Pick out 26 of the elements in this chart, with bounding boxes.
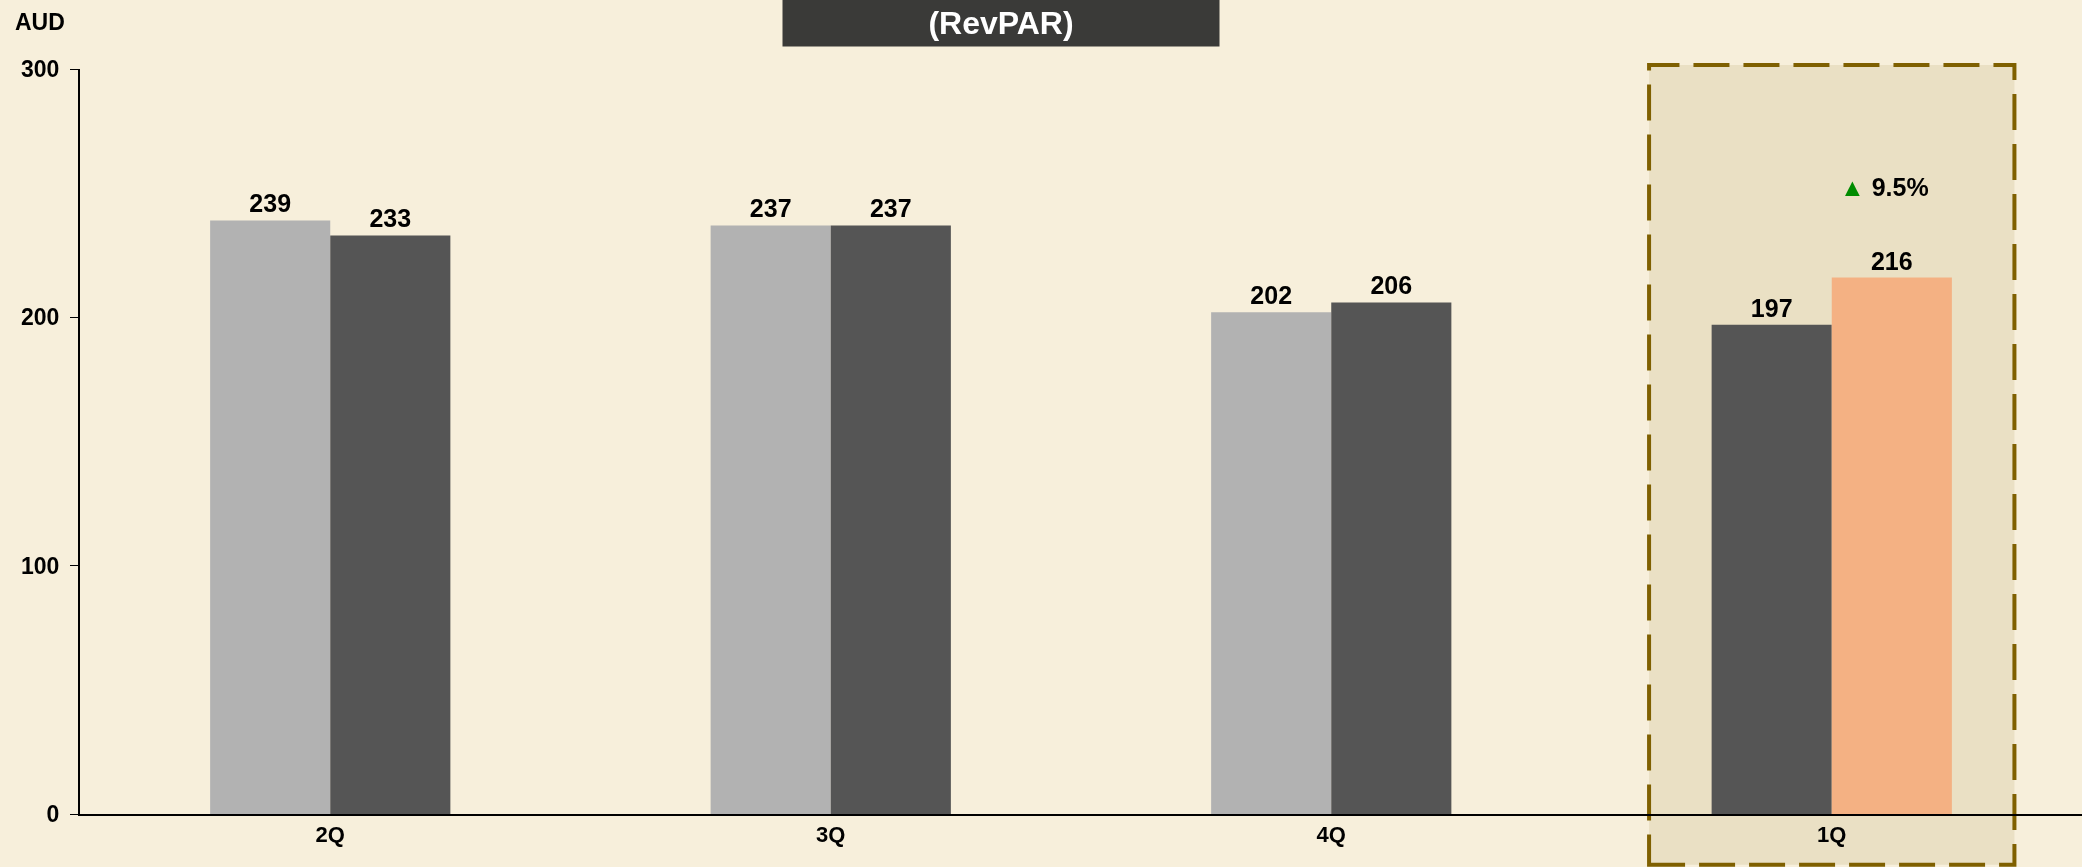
x-tick-label: 2Q <box>315 822 345 848</box>
x-tick-label: 3Q <box>816 822 846 848</box>
bar <box>330 235 451 814</box>
y-tick-label: 200 <box>21 304 60 331</box>
y-tick-label: 300 <box>21 56 60 83</box>
y-tick-label: 100 <box>21 552 60 579</box>
chart-title: (RevPAR) <box>928 5 1074 41</box>
data-label: 237 <box>869 194 912 223</box>
data-label: 233 <box>369 204 412 233</box>
data-label: 206 <box>1370 271 1413 300</box>
y-tick-label: 0 <box>46 801 60 828</box>
data-label: 197 <box>1750 293 1793 322</box>
y-axis-title: AUD <box>15 9 65 35</box>
x-tick-label: 1Q <box>1817 822 1847 848</box>
bar <box>830 225 951 814</box>
x-tick-label: 4Q <box>1316 822 1346 848</box>
annotation: ▲ 9.5% <box>1840 173 1929 201</box>
bar <box>1211 312 1332 814</box>
bar <box>1331 302 1452 814</box>
bar <box>710 225 831 814</box>
data-label: 202 <box>1250 281 1293 310</box>
data-label: 239 <box>249 189 292 218</box>
bar <box>210 220 331 814</box>
bar <box>1831 277 1952 814</box>
data-label: 237 <box>749 194 792 223</box>
data-label: 216 <box>1870 246 1913 275</box>
